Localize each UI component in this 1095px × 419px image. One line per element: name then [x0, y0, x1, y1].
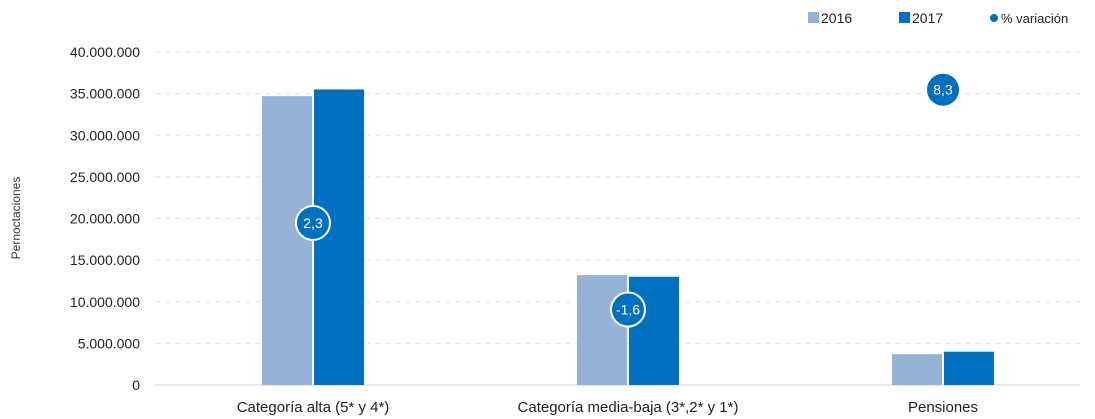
y-tick-label: 30.000.000: [70, 127, 140, 143]
variation-marker-2: [610, 291, 646, 328]
y-tick-label: 10.000.000: [70, 294, 140, 310]
variation-label-2: -1,6: [616, 302, 640, 318]
y-tick-label: 40.000.000: [70, 44, 140, 60]
y-tick-label: 25.000.000: [70, 169, 140, 185]
x-tick-label: Categoría alta (5* y 4*): [237, 399, 390, 416]
variation-label-1: 2,3: [303, 215, 323, 231]
variation-marker-1: [295, 204, 331, 241]
y-axis-title: Pernoctaciones: [9, 177, 23, 260]
bar-2017-2: [629, 276, 679, 385]
legend-swatch-2016: [808, 12, 819, 23]
variation-markers: 2,3 -1,6 8,3: [295, 71, 961, 328]
y-tick-label: 35.000.000: [70, 86, 140, 102]
x-tick-label: Pensiones: [908, 399, 978, 416]
variation-label-3: 8,3: [933, 82, 953, 98]
y-tick-label: 15.000.000: [70, 252, 140, 268]
bar-2016-2: [577, 275, 627, 385]
y-tick-label: 0: [132, 377, 140, 393]
bars: [262, 89, 994, 386]
bar-2016-1: [262, 96, 312, 385]
y-axis: 0 5.000.000 10.000.000 15.000.000 20.000.000…: [70, 44, 140, 393]
legend-label-variation: % variación: [1001, 11, 1068, 26]
bar-2016-3: [892, 354, 942, 385]
x-tick-label: Categoría media-baja (3*,2* y 1*): [518, 399, 739, 416]
variation-marker-3: [925, 71, 961, 108]
y-tick-label: 20.000.000: [70, 211, 140, 227]
legend-swatch-variation: [990, 14, 998, 22]
legend: 2016 2017 % variación: [808, 10, 1068, 26]
legend-label-2017: 2017: [912, 10, 943, 26]
legend-swatch-2017: [899, 12, 910, 23]
bar-2017-3: [944, 351, 994, 385]
legend-label-2016: 2016: [821, 10, 852, 26]
y-tick-label: 5.000.000: [78, 335, 140, 351]
x-axis: Categoría alta (5* y 4*) Categoría media-…: [237, 399, 978, 416]
